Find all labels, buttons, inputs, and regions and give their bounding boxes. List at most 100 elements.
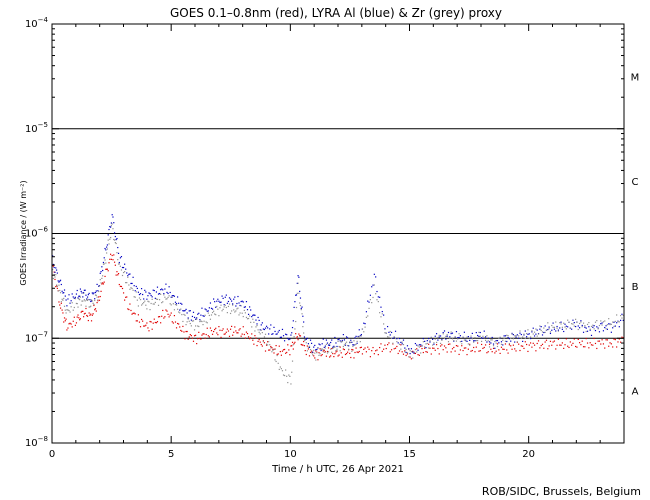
data-point bbox=[251, 316, 253, 318]
data-point bbox=[210, 330, 213, 332]
y-tick-label: 10−6 bbox=[25, 226, 49, 240]
data-point bbox=[80, 311, 82, 313]
data-point bbox=[421, 347, 423, 350]
data-point bbox=[281, 350, 284, 352]
data-point bbox=[552, 326, 554, 328]
data-point bbox=[306, 350, 308, 352]
data-point bbox=[430, 336, 432, 339]
data-point bbox=[106, 248, 109, 250]
x-tick-label: 0 bbox=[49, 449, 55, 460]
data-point bbox=[52, 265, 54, 267]
data-point bbox=[258, 319, 260, 322]
data-point bbox=[131, 287, 133, 290]
data-point bbox=[166, 298, 168, 300]
data-point bbox=[223, 306, 225, 308]
data-point bbox=[306, 337, 308, 339]
data-point bbox=[54, 278, 56, 281]
data-point bbox=[62, 312, 64, 314]
data-point bbox=[155, 322, 158, 324]
data-point bbox=[365, 351, 368, 353]
data-point bbox=[335, 351, 337, 353]
data-point bbox=[113, 232, 116, 234]
data-point bbox=[598, 324, 601, 327]
data-point bbox=[470, 337, 472, 339]
data-point bbox=[275, 344, 277, 347]
data-point bbox=[478, 350, 480, 352]
data-point bbox=[117, 246, 119, 249]
data-point bbox=[526, 336, 528, 338]
data-point bbox=[597, 340, 599, 342]
data-point bbox=[369, 299, 371, 301]
data-point bbox=[199, 337, 201, 340]
data-point bbox=[401, 343, 403, 345]
data-point bbox=[174, 303, 177, 306]
data-point bbox=[400, 348, 402, 350]
data-point bbox=[236, 308, 238, 310]
data-point bbox=[527, 329, 529, 331]
data-point bbox=[376, 290, 378, 293]
data-point bbox=[263, 342, 266, 344]
data-point bbox=[330, 341, 332, 344]
data-point bbox=[449, 337, 451, 340]
data-point bbox=[473, 341, 475, 343]
data-point bbox=[414, 348, 416, 351]
data-point bbox=[396, 341, 398, 343]
x-tick-label: 15 bbox=[403, 449, 416, 460]
data-point bbox=[341, 356, 343, 358]
data-point bbox=[621, 317, 623, 319]
data-point bbox=[578, 327, 581, 329]
data-point bbox=[115, 274, 117, 276]
data-point bbox=[605, 339, 607, 341]
data-point bbox=[420, 345, 422, 347]
data-point bbox=[322, 349, 324, 351]
data-point bbox=[353, 340, 355, 342]
data-point bbox=[461, 343, 463, 345]
data-point bbox=[610, 331, 612, 333]
data-point bbox=[470, 335, 472, 337]
data-point bbox=[402, 343, 405, 346]
data-point bbox=[616, 322, 618, 324]
flare-class-b: B bbox=[632, 282, 639, 293]
data-point bbox=[465, 347, 467, 349]
data-point bbox=[352, 349, 354, 351]
data-point bbox=[462, 336, 464, 338]
data-point bbox=[582, 331, 585, 333]
data-point bbox=[124, 263, 126, 265]
data-point bbox=[490, 339, 492, 341]
data-point bbox=[504, 340, 507, 342]
data-point bbox=[88, 312, 90, 314]
data-point bbox=[514, 348, 516, 350]
data-point bbox=[483, 330, 485, 332]
data-point bbox=[217, 308, 219, 310]
data-point bbox=[379, 296, 381, 298]
data-point bbox=[150, 294, 152, 297]
data-point bbox=[160, 289, 162, 291]
data-point bbox=[526, 332, 528, 335]
data-point bbox=[264, 327, 267, 329]
data-point bbox=[188, 336, 190, 338]
data-point bbox=[337, 355, 339, 357]
data-point bbox=[112, 259, 114, 261]
data-point bbox=[584, 325, 586, 327]
data-point bbox=[479, 331, 481, 334]
data-point bbox=[580, 344, 582, 346]
data-point bbox=[63, 321, 65, 323]
data-point bbox=[565, 328, 567, 330]
data-point bbox=[314, 357, 316, 359]
data-point bbox=[400, 341, 402, 343]
data-point bbox=[84, 300, 86, 302]
data-point bbox=[372, 296, 374, 299]
data-point bbox=[331, 339, 333, 341]
data-point bbox=[500, 343, 503, 345]
data-point bbox=[97, 299, 99, 301]
data-point bbox=[492, 347, 495, 349]
data-point bbox=[98, 285, 100, 287]
data-point bbox=[64, 295, 66, 297]
data-point bbox=[54, 271, 56, 273]
data-point bbox=[343, 348, 346, 351]
data-point bbox=[81, 292, 83, 294]
data-point bbox=[281, 370, 284, 372]
data-point bbox=[277, 353, 279, 355]
data-point bbox=[422, 338, 424, 340]
data-point bbox=[429, 347, 431, 349]
